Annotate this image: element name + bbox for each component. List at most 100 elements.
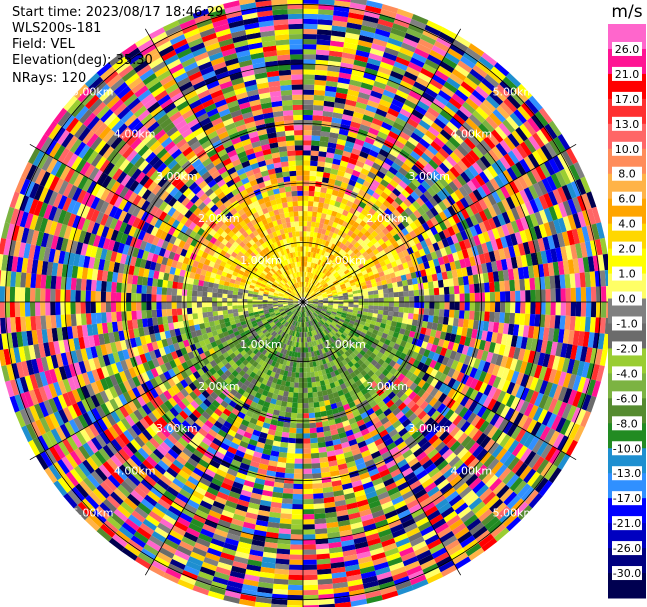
velocity-gate xyxy=(494,126,508,140)
velocity-gate xyxy=(313,232,318,238)
velocity-gate xyxy=(409,302,415,308)
velocity-gate xyxy=(310,273,314,279)
velocity-gate xyxy=(312,473,322,479)
velocity-gate xyxy=(354,106,366,115)
velocity-gate xyxy=(444,184,455,195)
velocity-gate xyxy=(446,121,459,133)
velocity-gate xyxy=(346,22,362,30)
velocity-gate xyxy=(489,281,495,293)
velocity-gate xyxy=(353,59,368,68)
velocity-gate xyxy=(475,106,489,120)
velocity-gate xyxy=(585,302,592,318)
velocity-gate xyxy=(429,102,443,114)
velocity-gate xyxy=(352,263,359,269)
velocity-gate xyxy=(341,250,347,257)
velocity-gate xyxy=(312,286,317,291)
velocity-gate xyxy=(402,145,413,155)
velocity-gate xyxy=(309,236,314,243)
velocity-gate xyxy=(342,150,352,158)
velocity-gate xyxy=(386,153,397,162)
velocity-gate xyxy=(495,142,508,157)
velocity-gate xyxy=(328,266,334,272)
velocity-gate xyxy=(341,114,353,122)
velocity-gate xyxy=(452,113,466,126)
velocity-gate xyxy=(308,397,314,403)
velocity-gate xyxy=(332,15,349,23)
velocity-gate xyxy=(433,287,440,296)
velocity-gate xyxy=(319,279,325,285)
velocity-gate xyxy=(333,228,340,235)
velocity-gate xyxy=(303,504,314,510)
velocity-gate xyxy=(305,282,308,288)
velocity-gate xyxy=(350,245,357,252)
velocity-gate xyxy=(423,148,435,160)
velocity-gate xyxy=(606,285,612,302)
velocity-gate xyxy=(303,584,319,591)
velocity-gate xyxy=(326,279,332,285)
velocity-gate xyxy=(369,166,379,175)
velocity-gate xyxy=(343,269,350,275)
velocity-gate xyxy=(408,90,422,101)
velocity-gate xyxy=(317,277,323,283)
velocity-gate xyxy=(305,251,309,257)
velocity-gate xyxy=(388,212,397,221)
velocity-gate xyxy=(354,181,363,190)
velocity-gate xyxy=(337,77,351,85)
velocity-gate xyxy=(434,302,440,310)
velocity-gate xyxy=(354,138,365,147)
velocity-gate xyxy=(505,291,511,302)
velocity-gate xyxy=(370,237,378,245)
velocity-gate xyxy=(420,203,430,213)
velocity-gate xyxy=(315,54,329,61)
velocity-gate xyxy=(421,115,434,127)
velocity-gate xyxy=(380,242,388,250)
velocity-gate xyxy=(417,206,426,216)
velocity-gate xyxy=(303,8,319,15)
velocity-gate xyxy=(378,306,384,311)
velocity-gate xyxy=(326,70,340,78)
velocity-gate xyxy=(326,252,331,259)
velocity-gate xyxy=(303,23,318,30)
velocity-gate xyxy=(367,100,380,109)
velocity-gate xyxy=(304,271,307,277)
velocity-gate xyxy=(368,207,377,216)
velocity-gate xyxy=(417,72,432,83)
velocity-gate xyxy=(481,52,498,67)
velocity-gate xyxy=(325,263,330,270)
velocity-gate xyxy=(421,91,436,103)
velocity-gate xyxy=(341,198,349,205)
velocity-gate xyxy=(454,302,460,311)
velocity-gate xyxy=(347,17,363,25)
velocity-gate xyxy=(529,277,536,291)
velocity-gate xyxy=(385,170,396,180)
velocity-gate xyxy=(307,296,312,300)
velocity-gate xyxy=(346,162,356,170)
velocity-gate xyxy=(451,132,464,145)
velocity-gate xyxy=(489,91,504,106)
velocity-gate xyxy=(355,49,370,58)
velocity-gate xyxy=(297,408,303,414)
velocity-gate xyxy=(339,202,347,210)
velocity-gate xyxy=(314,275,319,281)
velocity-gate xyxy=(303,74,315,80)
velocity-gate xyxy=(321,250,326,256)
velocity-gate xyxy=(482,99,497,113)
velocity-gate xyxy=(303,231,307,237)
velocity-gate xyxy=(452,317,459,327)
velocity-gate xyxy=(335,234,341,241)
velocity-gate xyxy=(313,258,318,264)
velocity-gate xyxy=(305,276,307,282)
velocity-gate xyxy=(520,302,526,314)
velocity-gate xyxy=(464,293,470,302)
velocity-gate xyxy=(304,292,306,298)
velocity-gate xyxy=(458,285,465,294)
velocity-gate xyxy=(280,513,292,520)
velocity-gate xyxy=(544,276,551,290)
velocity-gate xyxy=(479,302,486,312)
velocity-gate xyxy=(310,145,320,152)
velocity-gate xyxy=(404,122,416,133)
velocity-gate xyxy=(314,227,319,233)
velocity-gate xyxy=(519,278,526,291)
velocity-gate xyxy=(363,192,372,201)
velocity-gate xyxy=(279,446,288,453)
